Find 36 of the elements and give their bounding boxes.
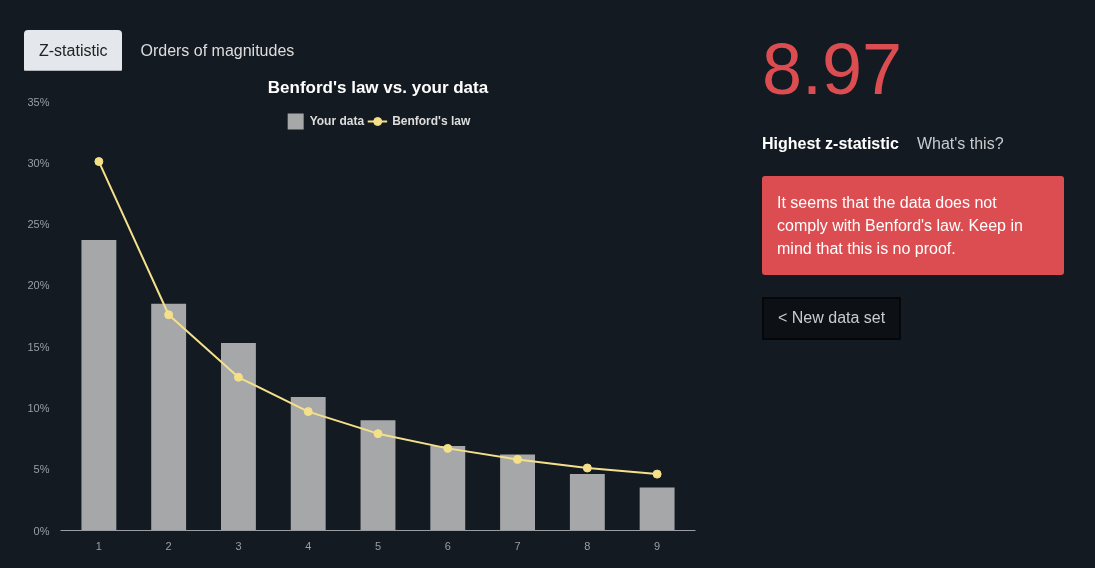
point [443, 443, 453, 453]
chart-title: Benford's law vs. your data [267, 77, 489, 97]
text: Z-statistic [24, 30, 123, 73]
point [164, 310, 174, 320]
x-tick-label: 5 [374, 539, 382, 552]
x-tick-label: 1 [95, 539, 102, 552]
x-tick-label: 3 [235, 539, 242, 552]
x-tick-label: 8 [584, 539, 591, 552]
text: It seems that the data does not comply with Benford's law. Keep in mind that this is no proof. [762, 175, 1064, 275]
text: 8.97 [762, 29, 904, 109]
x-tick-label: 9 [654, 539, 661, 552]
point [582, 463, 592, 473]
x-tick-label: 6 [444, 539, 451, 552]
y-tick-label: 30% [27, 156, 50, 169]
legend-label: Your data [309, 114, 365, 128]
point [94, 157, 104, 167]
point [513, 454, 523, 464]
y-tick-label: 15% [27, 340, 50, 353]
legend-label: Benford's law [392, 114, 471, 128]
text: What's this? [916, 135, 1004, 152]
y-tick-label: 0% [33, 524, 50, 537]
point [373, 429, 383, 439]
text: < New data set [762, 296, 902, 340]
y-tick-label: 5% [33, 463, 50, 476]
text: Highest z-statistic [762, 135, 899, 152]
point [652, 469, 662, 479]
y-tick-label: 35% [27, 95, 50, 108]
point [303, 407, 313, 417]
x-tick-label: 4 [305, 539, 312, 552]
y-tick-label: 10% [27, 401, 50, 414]
point [233, 372, 243, 382]
y-tick-label: 25% [27, 218, 50, 231]
text: Orders of magnitudes [140, 41, 295, 61]
y-tick-label: 20% [27, 279, 50, 292]
x-tick-label: 2 [165, 539, 172, 552]
x-tick-label: 7 [514, 539, 521, 552]
